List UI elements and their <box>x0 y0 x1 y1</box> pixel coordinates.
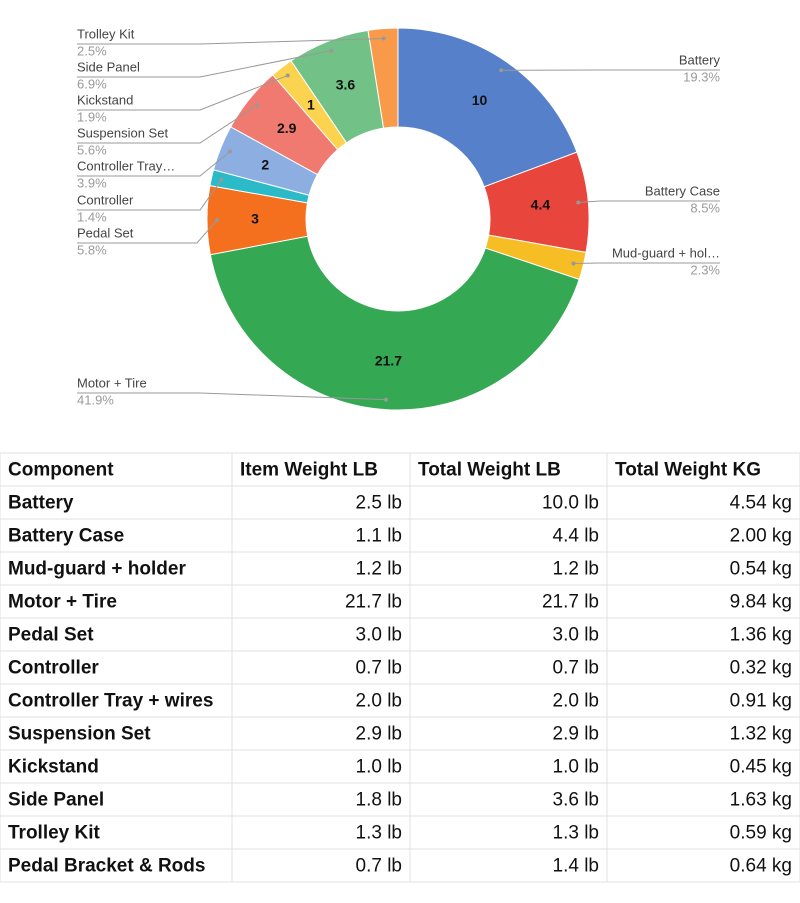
percent-label: 6.9% <box>77 76 107 91</box>
table-cell: Trolley Kit <box>8 823 101 844</box>
slice-label: 3.6 <box>336 77 356 93</box>
legend-label: Pedal Set <box>77 225 134 240</box>
table-cell: 2.00 kg <box>730 526 792 547</box>
table-cell: 4.4 lb <box>553 526 599 547</box>
leader-dot <box>330 49 334 53</box>
table-cell: 3.0 lb <box>553 625 599 646</box>
table-cell: 1.1 lb <box>356 526 402 547</box>
leader-dot <box>286 73 290 77</box>
table-cell: 9.84 kg <box>730 592 792 613</box>
table-cell: 3.0 lb <box>356 625 402 646</box>
table-cell: 1.36 kg <box>730 625 792 646</box>
slice-label: 2.9 <box>277 120 297 136</box>
table-cell: 21.7 lb <box>345 592 402 613</box>
leader-dot <box>499 68 503 72</box>
table-cell: 0.54 kg <box>730 559 792 580</box>
table-cell: 0.45 kg <box>730 757 792 778</box>
table-cell: Controller Tray + wires <box>8 691 213 712</box>
legend-label: Trolley Kit <box>77 26 135 41</box>
table-cell: 1.8 lb <box>356 790 402 811</box>
percent-label: 1.9% <box>77 109 107 124</box>
table-cell: 1.0 lb <box>356 757 402 778</box>
table-cell: 0.32 kg <box>730 658 792 679</box>
slice-label: 2 <box>261 156 269 172</box>
table-cell: 2.0 lb <box>553 691 599 712</box>
legend-label: Motor + Tire <box>77 375 147 390</box>
table-cell: Pedal Bracket & Rods <box>8 856 205 877</box>
table-cell: 0.91 kg <box>730 691 792 712</box>
percent-label: 2.3% <box>690 262 720 277</box>
table-cell: Battery <box>8 493 74 514</box>
table-cell: 2.5 lb <box>356 493 402 514</box>
table-cell: Motor + Tire <box>8 592 117 613</box>
leader-dot <box>219 178 223 182</box>
leader-dot <box>382 37 386 41</box>
table-cell: 0.7 lb <box>356 856 402 877</box>
slice-label: 3 <box>251 211 259 227</box>
table-cell: Side Panel <box>8 790 104 811</box>
percent-label: 5.8% <box>77 242 107 257</box>
table-header: Component <box>8 460 114 481</box>
table-header: Total Weight LB <box>418 460 561 481</box>
leader-dot <box>384 398 388 402</box>
table-cell: Kickstand <box>8 757 99 778</box>
table-cell: Mud-guard + holder <box>8 559 186 580</box>
leader-dot <box>215 218 219 222</box>
legend-label: Battery <box>679 52 721 67</box>
legend-label: Side Panel <box>77 59 140 74</box>
table-cell: 1.3 lb <box>356 823 402 844</box>
donut-slice <box>210 236 579 410</box>
slice-label: 10 <box>472 92 488 108</box>
table-cell: 1.3 lb <box>553 823 599 844</box>
slice-label: 4.4 <box>531 197 551 213</box>
table-cell: Controller <box>8 658 99 679</box>
percent-label: 8.5% <box>690 200 720 215</box>
table-cell: 2.9 lb <box>553 724 599 745</box>
leader-dot <box>571 262 575 266</box>
leader-dot <box>228 150 232 154</box>
percent-label: 41.9% <box>77 392 114 407</box>
slice-label: 21.7 <box>375 352 402 368</box>
table-cell: 10.0 lb <box>542 493 599 514</box>
table-cell: 21.7 lb <box>542 592 599 613</box>
legend-label: Kickstand <box>77 92 133 107</box>
table-cell: 4.54 kg <box>730 493 792 514</box>
table-cell: Pedal Set <box>8 625 94 646</box>
table-cell: 0.64 kg <box>730 856 792 877</box>
table-cell: 0.7 lb <box>553 658 599 679</box>
slice-label: 1 <box>307 96 315 112</box>
table-cell: 1.2 lb <box>356 559 402 580</box>
table-cell: 0.59 kg <box>730 823 792 844</box>
leader-dot <box>255 103 259 107</box>
percent-label: 19.3% <box>683 69 720 84</box>
table-cell: 2.0 lb <box>356 691 402 712</box>
legend-label: Suspension Set <box>77 125 168 140</box>
table-cell: 1.2 lb <box>553 559 599 580</box>
percent-label: 3.9% <box>77 175 107 190</box>
percent-label: 5.6% <box>77 142 107 157</box>
legend-label: Controller <box>77 192 134 207</box>
table-cell: 2.9 lb <box>356 724 402 745</box>
percent-label: 2.5% <box>77 43 107 58</box>
legend-label: Controller Tray… <box>77 158 175 173</box>
table-cell: 1.0 lb <box>553 757 599 778</box>
legend-label: Battery Case <box>645 183 720 198</box>
table-cell: 3.6 lb <box>553 790 599 811</box>
leader-dot <box>576 201 580 205</box>
table-cell: 1.4 lb <box>553 856 599 877</box>
table-header: Total Weight KG <box>615 460 761 481</box>
table-cell: 0.7 lb <box>356 658 402 679</box>
table-cell: 1.63 kg <box>730 790 792 811</box>
table-cell: Suspension Set <box>8 724 151 745</box>
table-header: Item Weight LB <box>240 460 378 481</box>
table-cell: 1.32 kg <box>730 724 792 745</box>
legend-label: Mud-guard + hol… <box>612 245 720 260</box>
table-cell: Battery Case <box>8 526 124 547</box>
percent-label: 1.4% <box>77 209 107 224</box>
